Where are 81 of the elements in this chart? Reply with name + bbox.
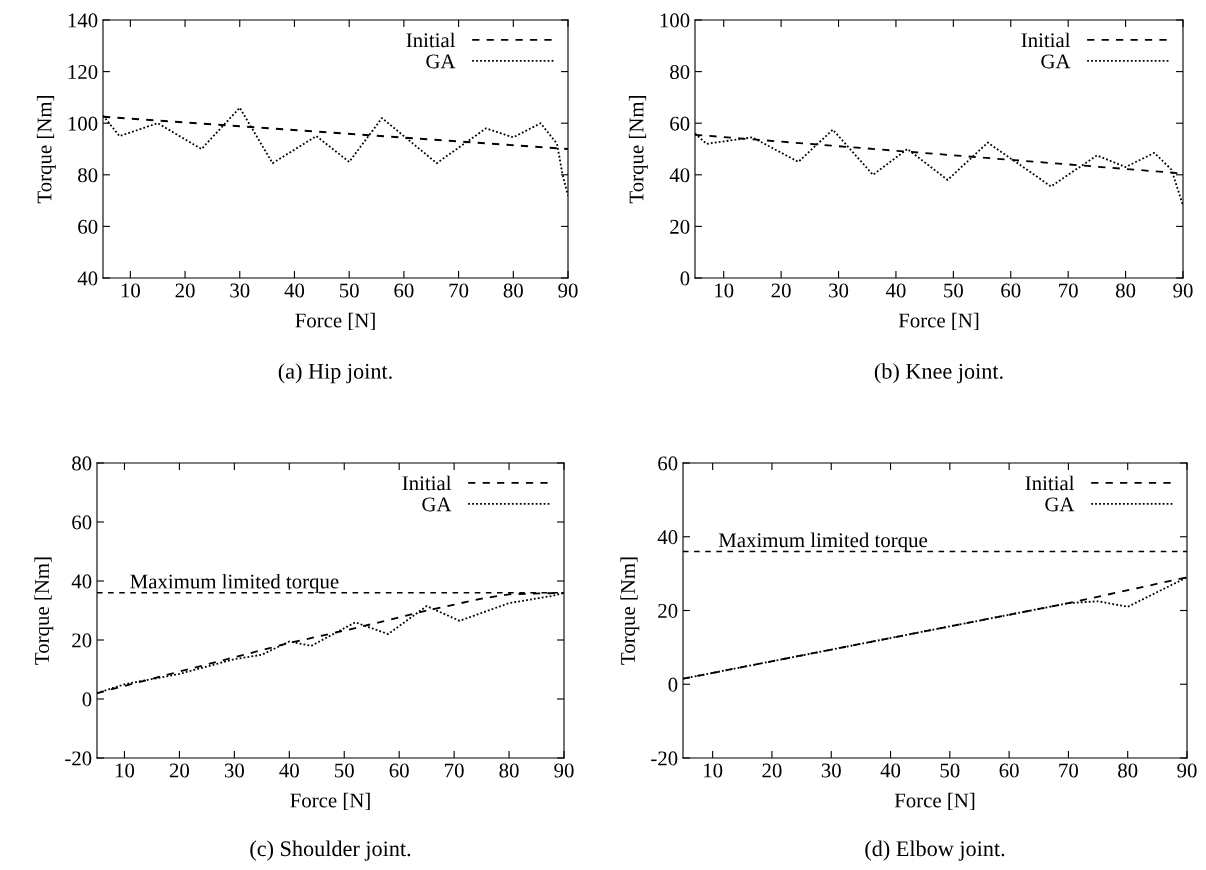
x-tick-label: 20 [771, 283, 791, 298]
x-tick-label: 70 [1059, 763, 1079, 778]
y-tick-label: 100 [660, 13, 690, 28]
x-tick-label: 70 [449, 283, 469, 298]
x-tick-label: 60 [999, 763, 1019, 778]
x-tick-label: 70 [1059, 283, 1078, 298]
y-tick-label: 0 [680, 271, 690, 286]
y-tick-label: 40 [77, 271, 98, 286]
x-tick-label: 20 [169, 763, 190, 778]
y-tick-label: 80 [72, 456, 92, 471]
y-tick-label: 40 [669, 168, 690, 183]
x-tick-label: 60 [389, 763, 409, 778]
y-axis-title: Torque [Nm] [36, 96, 56, 204]
y-tick-label: 20 [72, 633, 92, 648]
y-tick-label: 80 [670, 64, 690, 80]
x-tick-label: 80 [1115, 283, 1136, 298]
text: (c) Shoulder joint. [250, 840, 411, 861]
x-axis-title: Force [N] [894, 792, 975, 811]
x-tick-label: 60 [394, 283, 414, 298]
x-tick-label: 10 [704, 763, 723, 778]
y-tick-label: 40 [71, 574, 92, 589]
y-tick-label: 100 [68, 116, 98, 131]
x-tick-label: 30 [224, 763, 244, 778]
x-tick-label: 30 [829, 283, 849, 298]
x-tick-label: 40 [885, 283, 906, 298]
x-tick-label: 70 [445, 763, 464, 778]
x-axis-title: Force [N] [898, 312, 979, 331]
y-tick-label: 80 [78, 168, 98, 183]
x-tick-label: 20 [762, 763, 782, 778]
x-tick-label: 40 [279, 763, 299, 778]
x-tick-label: 80 [1118, 763, 1138, 778]
x-tick-label: 50 [940, 763, 960, 778]
x-tick-label: 90 [558, 283, 578, 298]
legend-label: Initial [1025, 475, 1075, 491]
legend-label: GA [422, 497, 452, 512]
y-axis-title: Torque [Nm] [34, 557, 54, 665]
x-tick-label: 80 [499, 763, 519, 778]
x-tick-label: 40 [284, 283, 305, 298]
text: (d) Elbow joint. [865, 840, 1005, 861]
y-tick-label: 60 [78, 219, 98, 234]
x-tick-label: 90 [554, 763, 574, 778]
x-tick-label: 40 [880, 763, 901, 778]
text: (b) Knee joint. [874, 363, 1003, 384]
y-tick-label: 140 [68, 13, 98, 28]
ref-line-label: Maximum limited torque [718, 532, 928, 552]
x-tick-label: 10 [715, 283, 734, 298]
x-axis-title: Force [N] [295, 312, 375, 331]
y-tick-label: 0 [668, 677, 678, 692]
x-tick-label: 50 [944, 283, 963, 298]
y-tick-label: 60 [72, 515, 92, 530]
legend-label: GA [1041, 54, 1071, 69]
x-tick-label: 30 [230, 283, 250, 298]
x-tick-label: 60 [1001, 283, 1021, 298]
y-tick-label: 60 [658, 456, 678, 471]
legend-label: GA [426, 54, 456, 69]
x-tick-label: 80 [503, 283, 523, 298]
x-tick-label: 90 [1177, 763, 1197, 778]
y-tick-label: 120 [68, 64, 98, 80]
x-tick-label: 30 [821, 763, 841, 778]
legend-label: GA [1045, 497, 1075, 512]
text: (a) Hip joint. [278, 363, 392, 384]
y-tick-label: 40 [657, 530, 678, 545]
y-tick-label: -20 [651, 751, 678, 766]
y-axis-title: Torque [Nm] [628, 96, 648, 204]
legend-label: Initial [402, 475, 452, 491]
legend-label: Initial [1021, 32, 1071, 48]
y-tick-label: 20 [670, 219, 690, 234]
x-tick-label: 20 [175, 283, 195, 298]
x-axis-title: Force [N] [290, 792, 370, 811]
y-tick-label: -20 [65, 751, 92, 766]
x-tick-label: 10 [115, 763, 135, 778]
x-tick-label: 50 [335, 763, 354, 778]
y-tick-label: 20 [658, 603, 678, 618]
y-axis-title: Torque [Nm] [620, 557, 640, 665]
legend-label: Initial [406, 32, 456, 48]
ref-line-label: Maximum limited torque [130, 573, 339, 593]
x-tick-label: 10 [121, 283, 140, 298]
x-tick-label: 50 [339, 283, 359, 298]
x-tick-label: 90 [1173, 283, 1193, 298]
y-tick-label: 0 [82, 692, 92, 707]
y-tick-label: 60 [670, 116, 690, 131]
